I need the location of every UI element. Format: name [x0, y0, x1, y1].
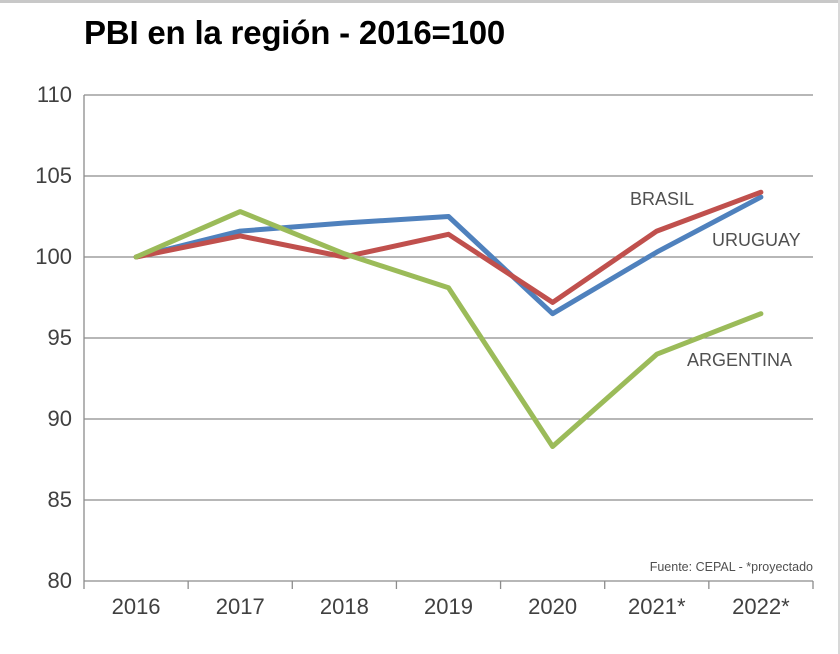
- series-line-brasil: [133, 189, 764, 305]
- y-tick-label-105: 105: [35, 163, 72, 188]
- series-labels: BRASIL URUGUAY ARGENTINA: [630, 189, 801, 370]
- x-tick-label-2016: 2016: [112, 594, 161, 619]
- series-label-argentina: ARGENTINA: [687, 350, 792, 370]
- top-border: [0, 0, 840, 3]
- x-tick-label-2018: 2018: [320, 594, 369, 619]
- series-line-uruguay: [133, 194, 764, 317]
- series-lines: [133, 189, 764, 449]
- x-tick-label-2021-proj: 2021*: [628, 594, 686, 619]
- x-tick-label-2019: 2019: [424, 594, 473, 619]
- series-label-brasil: BRASIL: [630, 189, 694, 209]
- y-tick-label-85: 85: [48, 487, 72, 512]
- series-label-uruguay: URUGUAY: [712, 230, 801, 250]
- source-note: Fuente: CEPAL - *proyectado: [650, 560, 813, 574]
- y-tick-label-95: 95: [48, 325, 72, 350]
- x-tick-label-2017: 2017: [216, 594, 265, 619]
- y-tick-label-100: 100: [35, 244, 72, 269]
- y-tick-label-80: 80: [48, 568, 72, 593]
- x-tick-label-2022-proj: 2022*: [732, 594, 790, 619]
- gridlines: [84, 94, 813, 501]
- series-line-argentina: [133, 209, 764, 449]
- y-tick-label-110: 110: [37, 82, 72, 107]
- chart-title: PBI en la región - 2016=100: [84, 14, 506, 51]
- right-border: [838, 0, 840, 654]
- y-tick-label-90: 90: [48, 406, 72, 431]
- axes: 80 85 90 95 100 105 110 2016 2017 2018 2019 2020 202…: [35, 82, 814, 619]
- x-tick-label-2020: 2020: [528, 594, 577, 619]
